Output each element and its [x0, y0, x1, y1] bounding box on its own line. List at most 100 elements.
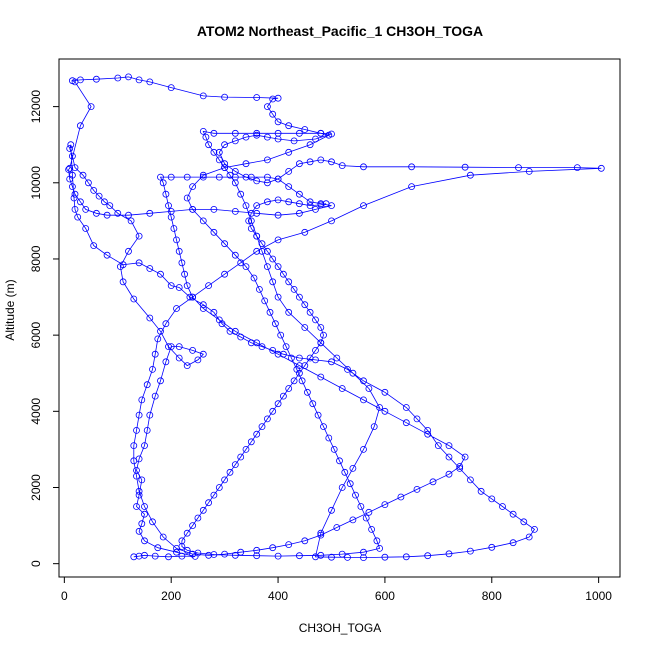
- data-point: [247, 438, 255, 446]
- y-tick-label: 0: [29, 560, 43, 567]
- data-point: [328, 506, 335, 514]
- data-point: [274, 400, 282, 408]
- data-point: [258, 343, 266, 351]
- data-point: [445, 550, 453, 558]
- data-point: [141, 442, 148, 450]
- data-point: [119, 261, 127, 269]
- data-point: [199, 506, 207, 514]
- data-point: [165, 202, 172, 210]
- data-point: [101, 198, 108, 206]
- data-point: [199, 350, 207, 358]
- data-point: [266, 308, 274, 316]
- data-point: [597, 164, 605, 172]
- series-points: [65, 73, 605, 561]
- data-point: [189, 346, 197, 354]
- data-point: [202, 133, 210, 141]
- data-point: [189, 293, 197, 301]
- data-point: [231, 551, 239, 559]
- data-point: [130, 295, 138, 303]
- data-point: [261, 297, 269, 305]
- data-point: [312, 346, 319, 354]
- data-point: [189, 205, 197, 213]
- data-point: [237, 333, 245, 341]
- data-point: [146, 78, 154, 86]
- data-point: [525, 533, 533, 541]
- data-point: [77, 198, 84, 206]
- data-point: [146, 314, 154, 322]
- data-point: [210, 205, 218, 213]
- data-point: [127, 217, 135, 225]
- data-point: [274, 175, 282, 183]
- y-tick-label: 4000: [29, 398, 43, 425]
- data-point: [135, 259, 143, 267]
- data-point: [71, 164, 79, 172]
- data-point: [162, 190, 170, 198]
- data-point: [199, 92, 207, 100]
- data-point: [466, 171, 474, 179]
- data-point: [263, 263, 271, 271]
- x-tick-label: 800: [482, 589, 502, 603]
- data-point: [210, 491, 218, 499]
- data-point: [183, 173, 191, 181]
- data-point: [221, 270, 229, 278]
- chart-title: ATOM2 Northeast_Pacific_1 CH3OH_TOGA: [197, 23, 483, 39]
- data-point: [352, 491, 359, 499]
- data-point: [274, 552, 282, 560]
- data-point: [381, 501, 389, 509]
- data-point: [253, 94, 261, 101]
- data-point: [125, 73, 132, 81]
- data-point: [466, 547, 474, 555]
- data-point: [162, 358, 170, 366]
- data-point: [360, 377, 367, 385]
- data-point: [253, 177, 261, 185]
- data-point: [445, 453, 453, 461]
- data-point: [90, 186, 98, 194]
- data-point: [445, 470, 453, 478]
- data-point: [135, 527, 143, 535]
- data-point: [125, 211, 132, 219]
- data-point: [515, 164, 522, 172]
- data-point: [231, 129, 239, 137]
- data-point: [258, 423, 266, 431]
- data-point: [282, 343, 290, 351]
- data-point: [573, 164, 581, 172]
- data-point: [146, 265, 154, 272]
- data-point: [274, 350, 282, 358]
- data-point: [269, 346, 277, 354]
- data-point: [303, 388, 311, 396]
- data-point: [285, 385, 293, 392]
- data-point: [306, 141, 314, 149]
- data-point: [408, 163, 416, 171]
- data-point: [413, 415, 421, 423]
- data-point: [215, 173, 223, 181]
- data-point: [138, 476, 146, 484]
- data-point: [269, 544, 277, 552]
- data-point: [205, 282, 213, 290]
- data-point: [87, 103, 95, 110]
- data-point: [271, 320, 279, 328]
- data-point: [74, 213, 82, 221]
- data-point: [70, 194, 78, 202]
- data-point: [317, 129, 325, 137]
- data-point: [178, 552, 186, 560]
- data-point: [445, 442, 453, 450]
- data-point: [263, 173, 271, 181]
- data-point: [210, 551, 218, 558]
- data-point: [253, 232, 261, 240]
- data-point: [509, 510, 517, 518]
- data-point: [183, 362, 191, 370]
- data-point: [154, 335, 162, 343]
- data-point: [306, 158, 314, 166]
- data-point: [322, 200, 330, 208]
- data-point: [133, 472, 140, 480]
- data-point: [95, 192, 103, 200]
- data-point: [210, 129, 218, 137]
- data-point: [237, 548, 245, 556]
- data-point: [295, 552, 303, 560]
- data-point: [183, 194, 191, 202]
- data-point: [199, 127, 207, 135]
- data-point: [317, 339, 325, 347]
- data-point: [141, 537, 148, 545]
- data-point: [317, 156, 325, 164]
- data-point: [317, 551, 325, 559]
